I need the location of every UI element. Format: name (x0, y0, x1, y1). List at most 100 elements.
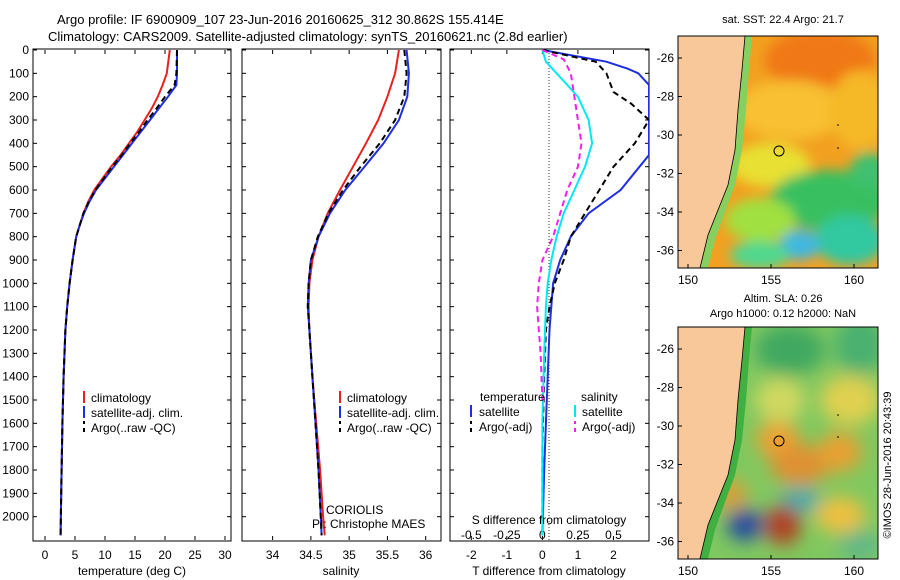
annotation-pi: PI: Christophe MAES (312, 517, 425, 531)
legend-label: satellite (479, 405, 520, 419)
s-top-tick-label: 0.5 (605, 528, 622, 542)
legend-title-salinity: salinity (581, 390, 618, 404)
sst-map-title: sat. SST: 22.4 Argo: 21.7 (722, 14, 844, 26)
map-y-tick-label: -34 (657, 205, 675, 219)
depth-tick-label: 1900 (2, 486, 29, 500)
map-y-tick-label: -26 (657, 342, 675, 356)
sla-map-title-2: Argo h1000: 0.12 h2000: NaN (710, 308, 856, 320)
depth-axis-labels: 0 100 200 300 400 500 600 700 800 900 1000 1100 1200… (2, 43, 29, 524)
sst-argo-location-marker (773, 145, 785, 157)
depth-tick-label: 200 (9, 90, 29, 104)
temperature-series (59, 49, 178, 536)
salinity-series (306, 49, 410, 536)
legend-label: satellite-adj. clim. (91, 406, 183, 420)
x-tick-label: 34.5 (299, 548, 323, 562)
series-line-s-satellite (541, 49, 594, 536)
x-tick-label: 0 (42, 548, 49, 562)
x-tick-label: 20 (158, 548, 172, 562)
depth-tick-label: 400 (9, 136, 29, 150)
series-line-argo-raw-qc- (306, 49, 408, 536)
map-y-tick-label: -26 (657, 51, 675, 65)
x-tick-label: -2 (466, 548, 477, 562)
series-line-t-satellite (541, 49, 649, 536)
depth-tick-label: 2000 (2, 510, 29, 524)
depth-tick-label: 700 (9, 206, 29, 220)
series-line-argo-raw-qc- (59, 49, 178, 536)
sla-map-land (678, 327, 745, 559)
depth-tick-label: 500 (9, 160, 29, 174)
legend-label: climatology (91, 391, 151, 405)
map-x-tick-label: 150 (678, 564, 698, 578)
salinity-plot-frame (241, 48, 442, 542)
map-y-tick-label: -32 (657, 167, 675, 181)
legend-label: climatology (347, 391, 407, 405)
sla-map-shelf (700, 327, 752, 559)
temperature-legend: climatology satellite-adj. clim. Argo(..… (83, 391, 183, 435)
header-line2: Climatology: CARS2009. Satellite-adjuste… (48, 29, 568, 44)
series-line-s-argo-adj- (536, 49, 583, 401)
map-y-tick-label: -28 (657, 381, 675, 395)
map-x-tick-label: 150 (678, 273, 698, 287)
x-tick-label: 0 (539, 548, 546, 562)
difference-legend: temperature salinity satellite Argo(-adj… (470, 390, 635, 434)
map-y-tick-label: -36 (657, 535, 675, 549)
map-y-tick-label: -36 (657, 244, 675, 258)
s-top-tick-label: -0.5 (461, 528, 482, 542)
map-x-tick-label: 160 (844, 273, 864, 287)
watermark: ©IMOS 28-Jun-2016 20:43:39 (882, 392, 894, 539)
legend-label: satellite-adj. clim. (347, 406, 439, 420)
map-x-tick-label: 155 (761, 273, 781, 287)
s-top-tick-label: 0.25 (566, 528, 590, 542)
depth-tick-label: 600 (9, 183, 29, 197)
x-tick-label: 5 (72, 548, 79, 562)
depth-tick-label: 1500 (2, 393, 29, 407)
depth-tick-label: 1800 (2, 463, 29, 477)
map-y-tick-label: -30 (657, 128, 675, 142)
salinity-legend: climatology satellite-adj. clim. Argo(..… (339, 391, 439, 435)
x-tick-label: 34 (266, 548, 280, 562)
difference-xlabel: T difference from climatology (472, 564, 626, 578)
difference-series (536, 49, 649, 536)
sst-map-shelf (700, 36, 752, 268)
depth-tick-label: 300 (9, 113, 29, 127)
sla-argo-location-marker (773, 435, 785, 447)
difference-plot-frame (449, 48, 650, 542)
temperature-ticks: 0 5 10 15 20 25 30 (33, 49, 232, 562)
x-tick-label: 36 (419, 548, 433, 562)
depth-tick-label: 1200 (2, 323, 29, 337)
s-top-tick-label: -0.25 (493, 528, 521, 542)
map-y-tick-label: -32 (657, 458, 675, 472)
x-tick-label: -1 (502, 548, 513, 562)
depth-tick-label: 1000 (2, 276, 29, 290)
header-line1: Argo profile: IF 6900909_107 23-Jun-2016… (57, 12, 504, 27)
legend-label: Argo(..raw -QC) (91, 421, 176, 435)
legend-label: Argo(-adj) (582, 420, 635, 434)
sst-map-ticks: 150 155 160 -26 -28 -30 -32 -34 -36 (657, 51, 865, 287)
sla-map-ticks: 150 155 160 -26 -28 -30 -32 -34 -36 (657, 342, 865, 578)
depth-tick-label: 1600 (2, 416, 29, 430)
depth-tick-label: 0 (22, 43, 29, 57)
x-tick-label: 35.5 (376, 548, 400, 562)
sla-map (678, 327, 878, 559)
map-y-tick-label: -30 (657, 419, 675, 433)
depth-tick-label: 1700 (2, 440, 29, 454)
x-tick-label: 2 (610, 548, 617, 562)
difference-top-label: S difference from climatology (472, 513, 627, 527)
sst-map-land (678, 36, 745, 268)
map-x-tick-label: 160 (844, 564, 864, 578)
depth-tick-label: 100 (9, 66, 29, 80)
legend-title-temperature: temperature (480, 390, 545, 404)
depth-tick-label: 1300 (2, 346, 29, 360)
map-x-tick-label: 155 (761, 564, 781, 578)
depth-tick-label: 1100 (3, 300, 29, 314)
legend-label: Argo(..raw -QC) (347, 421, 432, 435)
salinity-xlabel: salinity (323, 564, 360, 578)
sla-map-title-1: Altim. SLA: 0.26 (744, 293, 823, 305)
legend-label: Argo(-adj) (479, 420, 532, 434)
depth-tick-label: 800 (9, 230, 29, 244)
difference-ticks: -2 -1 0 1 2-0.5 -0.25 0 0.25 0.5 (450, 49, 649, 562)
x-tick-label: 1 (575, 548, 582, 562)
sst-map-frame (677, 35, 879, 269)
x-tick-label: 15 (128, 548, 142, 562)
